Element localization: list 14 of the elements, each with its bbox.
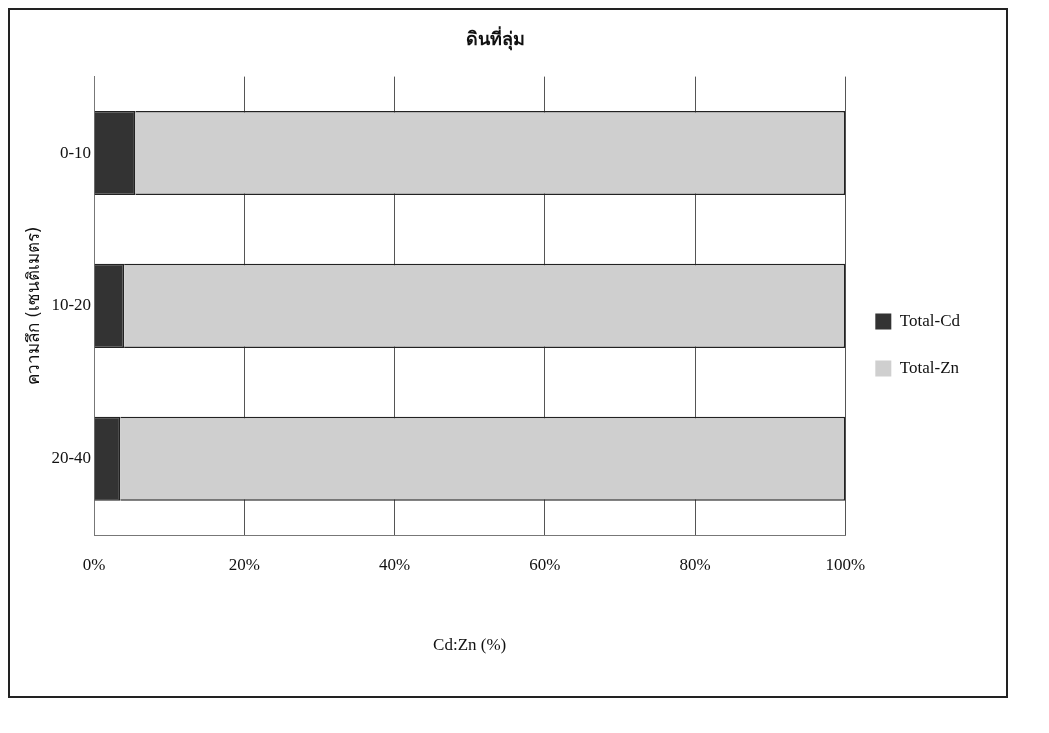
x-tick-label: 20% bbox=[228, 554, 260, 574]
x-tick-label: 40% bbox=[378, 554, 411, 574]
legend-label: Total-Zn bbox=[899, 357, 960, 377]
x-tick-label: 60% bbox=[529, 554, 561, 574]
chart-title: ดินที่ลุ่ม bbox=[465, 26, 525, 52]
x-tick-label: 0% bbox=[82, 554, 106, 574]
y-tick-label: 0-10 bbox=[59, 142, 92, 162]
y-axis-title: ความลึก (เซนติเมตร) bbox=[22, 226, 43, 386]
y-tick-label: 20-40 bbox=[51, 448, 92, 468]
x-axis-title: Cd:Zn (%) bbox=[433, 635, 507, 655]
x-tick-label: 100% bbox=[825, 554, 866, 574]
x-tick-label: 80% bbox=[679, 554, 711, 574]
legend-label: Total-Cd bbox=[899, 310, 961, 330]
y-tick-label: 10-20 bbox=[51, 295, 92, 315]
